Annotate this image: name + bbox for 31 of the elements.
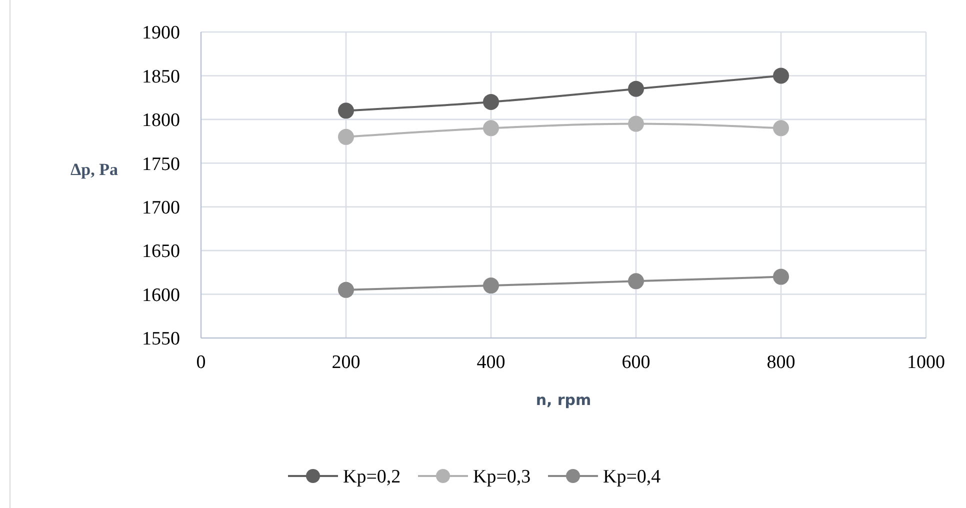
point xyxy=(483,94,499,110)
y-tick-label: 1650 xyxy=(142,241,180,262)
point xyxy=(338,128,354,145)
point xyxy=(338,282,354,298)
x-tick-label: 400 xyxy=(476,352,506,373)
x-tick-label: 200 xyxy=(332,352,360,373)
legend-label: Kp=0,2 xyxy=(343,466,401,488)
y-tick-label: 1600 xyxy=(142,284,180,306)
legend-label: Kp=0,4 xyxy=(603,466,662,488)
y-axis-title: Δp, Pa xyxy=(70,160,118,179)
point xyxy=(628,273,644,290)
x-tick-label: 0 xyxy=(196,352,206,373)
y-tick-label: 1900 xyxy=(142,22,180,44)
x-tick-label: 800 xyxy=(766,352,796,373)
point xyxy=(483,278,499,294)
x-tick-label: 1000 xyxy=(907,352,945,373)
y-tick-label: 1550 xyxy=(142,328,180,350)
y-tick-label: 1800 xyxy=(142,110,180,132)
y-tick-label: 1850 xyxy=(142,66,180,88)
point xyxy=(628,116,644,132)
point xyxy=(483,120,499,136)
x-tick-label: 600 xyxy=(622,352,650,373)
point xyxy=(773,268,789,285)
point xyxy=(628,80,644,97)
y-tick-label: 1700 xyxy=(142,198,180,219)
legend-label: Kp=0,3 xyxy=(473,466,531,488)
point xyxy=(773,68,789,84)
x-axis-title: n, rpm xyxy=(536,391,592,409)
point xyxy=(773,120,789,136)
y-tick-label: 1750 xyxy=(142,154,180,175)
point xyxy=(338,102,354,119)
